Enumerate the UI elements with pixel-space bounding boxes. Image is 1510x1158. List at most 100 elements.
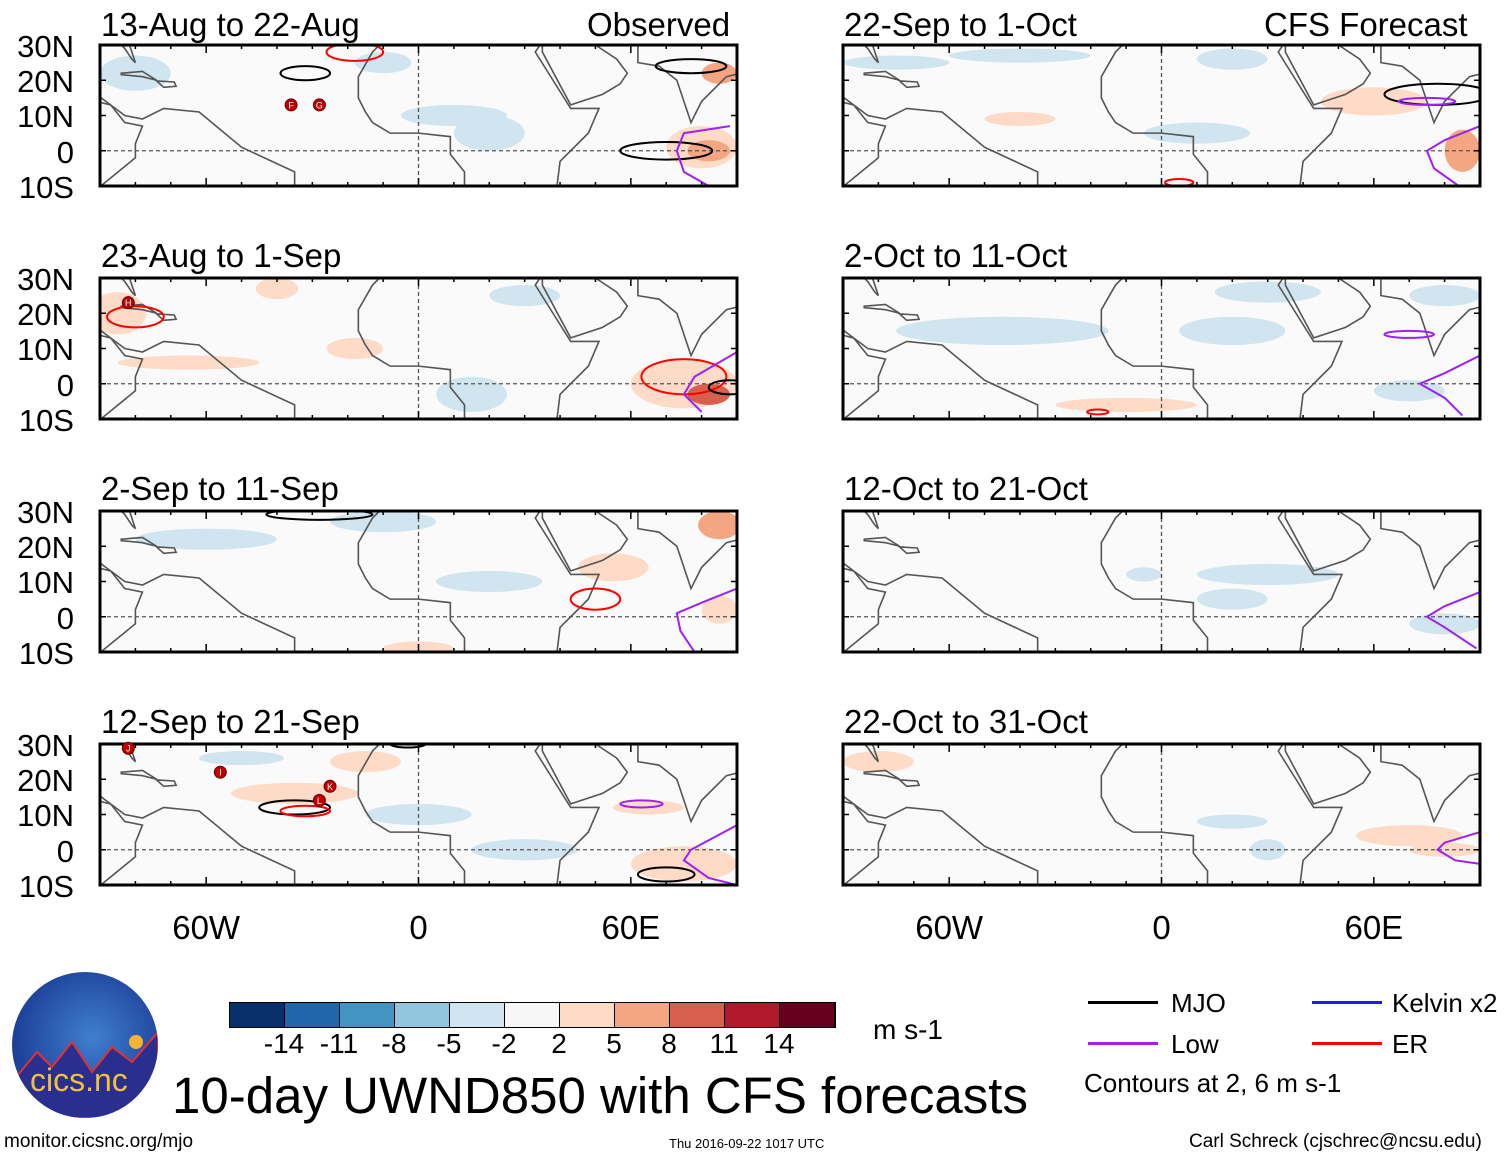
wind-anomaly-shading: [489, 285, 561, 307]
lat-tick-label: 20N: [17, 530, 74, 566]
wind-anomaly-shading: [630, 846, 737, 882]
wind-anomaly-shading: [1409, 613, 1480, 635]
low-contour: [1435, 831, 1480, 865]
coastline-cuba: [863, 303, 901, 315]
coastline-cuba: [120, 769, 158, 781]
lat-tick-label: 0: [56, 367, 74, 403]
coastline-arabia: [1284, 45, 1372, 106]
coastline-samer: [843, 794, 1039, 885]
filtered-contour: [1397, 96, 1457, 106]
coastline-india: [637, 278, 737, 358]
coastline-india: [637, 511, 737, 591]
coastline-africa: [357, 278, 601, 419]
lat-tick-label: 20N: [17, 763, 74, 799]
filtered-contour: [279, 804, 332, 818]
tropical-cyclone-icon: [312, 98, 326, 112]
coastline-africa: [1100, 45, 1344, 186]
legend-kelvin: Kelvin x2: [1392, 988, 1498, 1018]
colorbar-tick-label: -8: [381, 1028, 407, 1059]
coastline-hisp: [897, 779, 921, 788]
wind-anomaly-shading: [100, 55, 171, 91]
coastline-fl: [863, 744, 880, 763]
wind-anomaly-shading: [330, 751, 401, 773]
footer-url[interactable]: monitor.cicsnc.org/mjo: [4, 1131, 194, 1152]
figure-title: 10-day UWND850 with CFS forecasts: [172, 1067, 1028, 1124]
filtered-contour: [106, 305, 165, 329]
lat-tick-label: 10S: [18, 402, 74, 438]
coastline-india: [1380, 45, 1480, 125]
map-panel-6: [841, 276, 1482, 421]
wind-anomaly-shading: [1143, 122, 1250, 144]
coastline-africa: [357, 744, 601, 885]
colorbar: [229, 1002, 836, 1028]
coastline-cuba: [863, 769, 901, 781]
coastline-hisp: [154, 313, 178, 322]
lon-tick-label: 0: [409, 909, 428, 946]
wind-anomaly-shading: [843, 55, 950, 70]
coastline-samer: [843, 328, 1039, 419]
wind-anomaly-shading: [896, 316, 1109, 345]
panel-title: 2-Sep to 11-Sep: [101, 470, 339, 507]
lon-tick-label: 60W: [172, 909, 241, 946]
colorbar-swatch: [450, 1003, 505, 1027]
legend-er-line: [1312, 1042, 1382, 1045]
colorbar-swatch: [780, 1003, 835, 1027]
wind-anomaly-shading: [1126, 567, 1162, 582]
coastline-arabia: [541, 511, 629, 572]
low-contour: [1425, 125, 1480, 186]
wind-anomaly-shading: [1196, 814, 1268, 829]
coastline-cuba: [120, 70, 158, 82]
map-panel-8: [841, 742, 1482, 887]
lat-tick-label: 10S: [18, 635, 74, 671]
colorbar-swatch: [395, 1003, 450, 1027]
filtered-contour: [258, 799, 332, 816]
coastline-fl: [863, 45, 880, 64]
wind-anomaly-shading: [453, 115, 525, 151]
filtered-contour: [569, 587, 622, 611]
colorbar-swatch: [560, 1003, 615, 1027]
colorbar-tick-label: -11: [319, 1028, 359, 1059]
legend-mjo-line: [1088, 1001, 1158, 1004]
colorbar-tick-label: -14: [263, 1028, 305, 1059]
filtered-contour: [1383, 329, 1435, 339]
coastline-africa: [1100, 511, 1344, 652]
filtered-contour: [265, 511, 374, 521]
coastline-hisp: [154, 546, 178, 555]
wind-anomaly-shading: [1356, 825, 1463, 847]
lat-tick-label: 20N: [17, 64, 74, 100]
filtered-contour: [279, 65, 332, 82]
lat-tick-label: 10N: [17, 332, 74, 368]
panel-title: 2-Oct to 11-Oct: [844, 237, 1068, 274]
low-contour: [675, 587, 737, 652]
colorbar-tick-label: 14: [763, 1028, 795, 1059]
wind-anomaly-shading: [1320, 87, 1427, 116]
wind-anomaly-shading: [1249, 839, 1286, 861]
colorbar-tick-label: 11: [709, 1028, 739, 1059]
wind-anomaly-shading: [687, 140, 730, 162]
forecast-label: CFS Forecast: [1264, 6, 1468, 43]
lon-tick-label: 0: [1152, 909, 1171, 946]
panel-title: 12-Oct to 21-Oct: [844, 470, 1088, 507]
coastline-hisp: [897, 313, 921, 322]
panel-title: 22-Sep to 1-Oct: [844, 6, 1077, 43]
wind-anomaly-shading: [354, 52, 412, 74]
wind-anomaly-shading: [1196, 588, 1268, 610]
lon-tick-label: 60E: [601, 909, 661, 946]
lat-tick-label: 0: [56, 600, 74, 636]
footer-author: Carl Schreck (cjschrec@ncsu.edu): [1189, 1131, 1482, 1152]
coastline-samer: [100, 794, 296, 885]
coastline-india: [637, 744, 737, 824]
wind-anomaly-shading: [1373, 380, 1445, 402]
coastline-arabia: [541, 278, 629, 339]
legend-mjo: MJO: [1171, 988, 1226, 1018]
wind-anomaly-shading: [1409, 842, 1480, 857]
legend-low-line: [1088, 1042, 1158, 1045]
wind-anomaly-shading: [698, 511, 737, 540]
wind-anomaly-shading: [135, 528, 277, 550]
lat-tick-label: 0: [56, 833, 74, 869]
wind-anomaly-shading: [326, 337, 384, 360]
colorbar-swatch: [725, 1003, 780, 1027]
filtered-contour: [389, 744, 427, 749]
footer-timestamp: Thu 2016-09-22 1017 UTC: [669, 1136, 825, 1151]
storm-label: L: [317, 796, 322, 806]
